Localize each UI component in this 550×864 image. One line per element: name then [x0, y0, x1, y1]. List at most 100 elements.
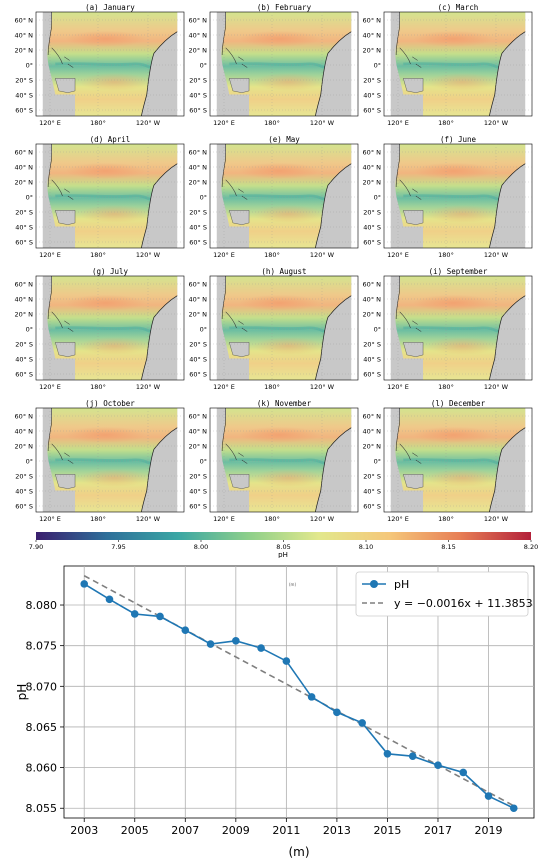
- ph-data-point: [358, 719, 366, 727]
- map-lat-tick: 0°: [374, 458, 381, 466]
- map-panel-title: (d) April: [90, 135, 131, 144]
- map-lat-tick: 40° S: [15, 488, 33, 496]
- map-lat-tick: 40° N: [15, 32, 34, 40]
- map-lat-tick: 0°: [200, 194, 207, 202]
- map-lon-tick: 120° E: [213, 119, 235, 127]
- legend-label-ph: pH: [394, 578, 409, 591]
- map-frame: [35, 143, 185, 249]
- map-lat-tick: 20° S: [189, 77, 207, 85]
- colorbar-label: pH: [278, 551, 288, 558]
- map-panel: (a) January 60° N 40° N 20° N 0° 20° S 40° S 60…: [15, 3, 185, 127]
- colorbar-gradient: [36, 532, 531, 540]
- map-lat-tick: 40° N: [189, 428, 208, 436]
- colorbar-tick-label: 7.95: [111, 543, 125, 551]
- map-lat-tick: 40° N: [363, 428, 382, 436]
- x-tick-label: 2013: [323, 824, 351, 837]
- map-lon-tick: 120° W: [310, 251, 335, 259]
- map-lon-tick: 120° E: [39, 119, 61, 127]
- map-lon-tick: 120° W: [136, 251, 161, 259]
- map-lat-tick: 20° S: [363, 473, 381, 481]
- map-lat-tick: 40° S: [15, 92, 33, 100]
- map-lat-tick: 40° S: [363, 92, 381, 100]
- ph-map-image: [215, 12, 353, 116]
- map-lat-tick: 20° S: [189, 473, 207, 481]
- map-lat-tick: 60° S: [189, 503, 207, 511]
- map-lat-tick: 40° N: [189, 32, 208, 40]
- map-frame: [35, 11, 185, 117]
- map-panel-title: (a) January: [85, 3, 135, 12]
- map-lat-tick: 20° S: [363, 209, 381, 217]
- map-lat-tick: 0°: [26, 194, 33, 202]
- map-lat-tick: 0°: [200, 62, 207, 70]
- ph-data-point: [383, 749, 392, 758]
- map-lon-tick: 120° E: [387, 515, 409, 523]
- map-lon-tick: 180°: [90, 383, 106, 391]
- colorbar-tick-label: 8.10: [359, 543, 373, 551]
- map-panel: (i) September 60° N 40° N 20° N 0° 20° S 40° S…: [363, 267, 533, 391]
- map-lat-tick: 40° S: [363, 488, 381, 496]
- ph-data-point: [156, 612, 164, 621]
- ph-map-image: [389, 276, 527, 380]
- map-lat-tick: 60° S: [363, 371, 381, 379]
- map-lat-tick: 0°: [26, 62, 33, 70]
- map-panel-title: (g) July: [92, 267, 129, 276]
- map-panel: (h) August 60° N 40° N 20° N 0° 20° S 40° S 60°…: [189, 267, 359, 391]
- map-frame: [383, 407, 533, 513]
- map-lat-tick: 20° S: [15, 77, 33, 85]
- ph-colorbar: 7.90 7.95 8.00 8.05 8.10 8.15 8.20 pH: [29, 532, 538, 558]
- map-panel-title: (e) May: [268, 135, 300, 144]
- map-lon-tick: 180°: [264, 119, 280, 127]
- map-lat-tick: 60° N: [15, 149, 34, 157]
- map-lat-tick: 40° S: [189, 224, 207, 232]
- ph-data-point: [307, 693, 316, 701]
- ph-data-point: [509, 804, 518, 813]
- map-frame: [383, 11, 533, 117]
- x-tick-label: 2007: [171, 824, 199, 837]
- map-panel: (k) November 60° N 40° N 20° N 0° 20° S 40° S 6…: [189, 399, 359, 523]
- map-lon-tick: 180°: [90, 119, 106, 127]
- map-panel: (d) April 60° N 40° N 20° N 0° 20° S 40° S 60° …: [15, 135, 185, 259]
- map-panel-title: (l) December: [431, 399, 486, 408]
- map-lat-tick: 20° N: [189, 179, 208, 187]
- ph-map-image: [389, 144, 527, 248]
- map-lat-tick: 60° S: [363, 107, 381, 115]
- map-lat-tick: 60° S: [189, 239, 207, 247]
- ph-map-image: [389, 12, 527, 116]
- map-lon-tick: 120° W: [310, 515, 335, 523]
- map-lat-tick: 20° S: [15, 209, 33, 217]
- map-lon-tick: 120° E: [213, 515, 235, 523]
- map-lat-tick: 40° N: [189, 296, 208, 304]
- map-lat-tick: 60° N: [189, 413, 208, 421]
- map-lon-tick: 120° E: [387, 251, 409, 259]
- legend-box: [355, 571, 529, 617]
- map-lat-tick: 60° S: [15, 371, 33, 379]
- x-tick-label: 2011: [272, 824, 300, 837]
- ph-series-line: [83, 583, 515, 809]
- y-tick-label: 8.055: [26, 802, 58, 815]
- map-lon-tick: 120° W: [484, 383, 509, 391]
- ph-data-point: [80, 580, 89, 588]
- ph-data-point: [105, 595, 114, 604]
- ph-data-point: [206, 640, 215, 648]
- map-lat-tick: 20° S: [363, 341, 381, 349]
- map-lon-tick: 120° W: [136, 383, 161, 391]
- colorbar-tick-label: 8.00: [194, 543, 208, 551]
- map-lat-tick: 60° S: [189, 107, 207, 115]
- map-lat-tick: 0°: [200, 326, 207, 334]
- map-lat-tick: 20° N: [363, 311, 382, 319]
- map-lat-tick: 0°: [374, 326, 381, 334]
- ph-data-point: [181, 626, 190, 635]
- map-lon-tick: 120° E: [213, 383, 235, 391]
- map-panel: (l) December 60° N 40° N 20° N 0° 20° S 40° S 6…: [363, 399, 533, 523]
- map-frame: [35, 407, 185, 513]
- map-lon-tick: 120° W: [310, 383, 335, 391]
- map-lat-tick: 40° S: [189, 356, 207, 364]
- x-tick-label: 2005: [121, 824, 149, 837]
- map-lat-tick: 60° N: [363, 17, 382, 25]
- map-lat-tick: 0°: [26, 326, 33, 334]
- map-lon-tick: 180°: [438, 251, 454, 259]
- ph-map-image: [41, 144, 179, 248]
- y-axis-label: pH: [15, 684, 29, 701]
- map-lon-tick: 120° W: [484, 119, 509, 127]
- map-frame: [35, 275, 185, 381]
